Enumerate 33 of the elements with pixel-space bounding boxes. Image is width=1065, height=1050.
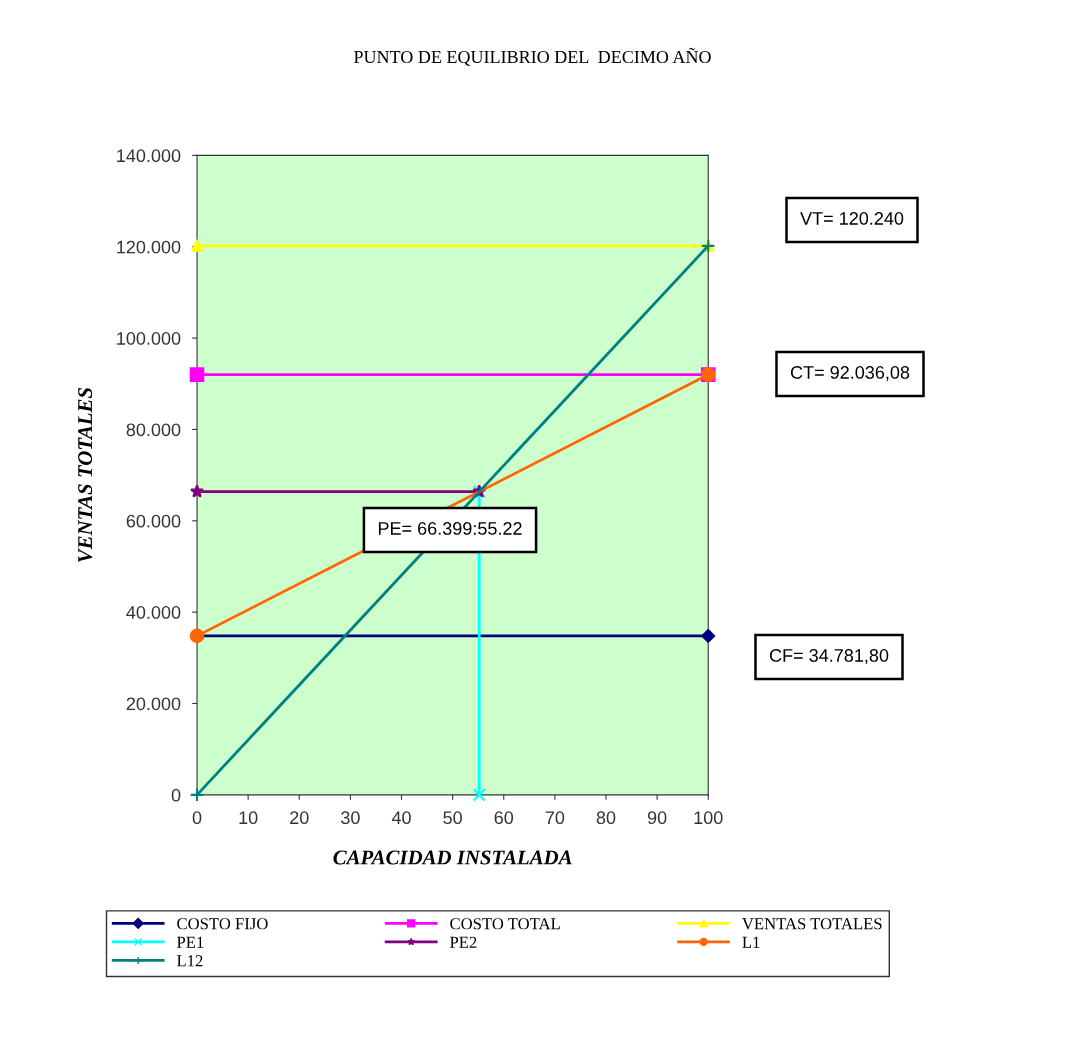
x-tick-label: 20	[290, 811, 309, 825]
y-axis-title: VENTAS TOTALES	[78, 387, 93, 562]
y-tick-label: 140.000	[117, 149, 181, 163]
legend-label: COSTO FIJO	[177, 918, 268, 930]
annotation: PE= 66.399:55.22	[378, 522, 522, 535]
y-tick-label: 0	[171, 788, 181, 802]
legend-label: L12	[176, 955, 203, 967]
text: CF= 34.781,80	[769, 649, 889, 664]
x-tick-label: 80	[596, 811, 616, 825]
chart-title: PUNTO DE EQUILIBRIO DEL DECIMO AÑO	[353, 47, 711, 66]
legend-label: L1	[742, 936, 760, 948]
x-tick-label: 40	[391, 811, 411, 825]
legend-label: VENTAS TOTALES	[742, 918, 882, 930]
x-tick-label: 70	[545, 811, 565, 825]
legend-label: PE2	[450, 936, 477, 948]
text: CT= 92.036,08	[790, 366, 910, 381]
x-tick-label: 10	[239, 811, 258, 825]
y-tick-label: 80.000	[126, 423, 181, 437]
x-tick-label: 60	[494, 811, 514, 825]
x-tick-label: 50	[443, 811, 462, 825]
y-tick-label: 20.000	[126, 697, 181, 711]
legend-label: PE1	[176, 936, 204, 948]
y-tick-label: 60.000	[126, 514, 181, 528]
y-tick-label: 40.000	[126, 606, 181, 619]
x-tick-label: 0	[192, 811, 202, 825]
x-axis-title: CAPACIDAD INSTALADA	[333, 850, 572, 865]
x-tick-label: 100	[694, 811, 723, 825]
y-tick-label: 100.000	[117, 332, 181, 345]
x-tick-label: 30	[341, 811, 360, 825]
y-tick-label: 120.000	[117, 240, 181, 254]
x-tick-label: 90	[647, 811, 667, 825]
legend-label: COSTO TOTAL	[450, 918, 560, 930]
text: VT= 120.240	[800, 212, 904, 225]
